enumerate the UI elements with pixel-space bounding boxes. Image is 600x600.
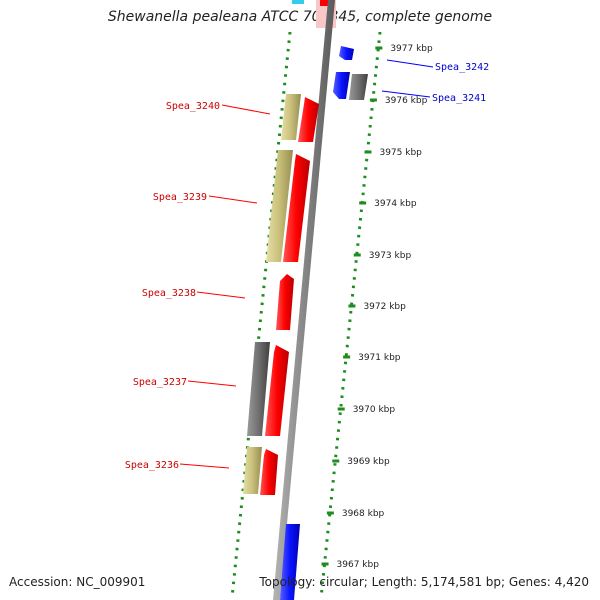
leader-spea-3242 xyxy=(386,59,434,68)
topology-text: Topology: circular; Length: 5,174,581 bp… xyxy=(259,575,589,589)
feature-khaki-1 xyxy=(281,94,301,140)
cds-spea-3242 xyxy=(339,46,354,60)
scale-tick-label: 3969 kbp xyxy=(347,457,390,467)
label-spea-3237[interactable]: Spea_3237 xyxy=(133,377,187,388)
scale-tick-label: 3972 kbp xyxy=(363,302,406,312)
scale-tick-label: 3970 kbp xyxy=(353,405,396,415)
cds-spea-3238 xyxy=(276,274,294,330)
cds-spea-3240 xyxy=(298,97,319,142)
scale-tick-label: 3973 kbp xyxy=(369,251,412,261)
genome-backbone xyxy=(273,0,335,600)
cds-spea-3236 xyxy=(260,449,278,495)
cds-spea-3237 xyxy=(265,345,289,436)
cds-spea-3241 xyxy=(333,72,350,99)
scale-tick-label: 3976 kbp xyxy=(385,96,428,106)
scale-tick-label: 3975 kbp xyxy=(379,148,422,158)
feature-grey-1 xyxy=(247,342,270,436)
outer-dotted-track xyxy=(230,31,292,599)
cds-bottom-blue xyxy=(280,524,300,600)
scale-tick-label: 3974 kbp xyxy=(374,199,417,209)
label-spea-3241[interactable]: Spea_3241 xyxy=(432,93,486,104)
accession-text: Accession: NC_009901 xyxy=(9,575,146,589)
scale-ticks: 3977 kbp 3976 kbp 3975 kbp 3974 kbp 3973 kbp… xyxy=(321,44,433,570)
cds-spea-3239 xyxy=(283,154,310,262)
leader-spea-3240 xyxy=(221,104,271,115)
feature-khaki-2 xyxy=(266,150,293,262)
leader-spea-3241 xyxy=(381,90,431,98)
scale-tick-label: 3977 kbp xyxy=(390,44,433,54)
inner-dotted-track xyxy=(319,31,382,599)
leader-spea-3239 xyxy=(208,195,258,204)
label-spea-3240[interactable]: Spea_3240 xyxy=(166,101,220,112)
top-partial-feature-cyan xyxy=(292,0,304,4)
scale-tick-label: 3971 kbp xyxy=(358,353,401,363)
leader-spea-3238 xyxy=(196,291,246,299)
label-spea-3239[interactable]: Spea_3239 xyxy=(153,192,207,203)
leader-spea-3236 xyxy=(179,463,230,469)
top-partial-feature-red xyxy=(320,0,332,6)
scale-tick-label: 3967 kbp xyxy=(337,560,380,570)
feature-grey-right xyxy=(349,74,368,100)
feature-khaki-3 xyxy=(243,447,262,494)
label-spea-3242[interactable]: Spea_3242 xyxy=(435,62,489,73)
map-title: Shewanella pealeana ATCC 700345, complet… xyxy=(107,9,493,25)
scale-tick-label: 3968 kbp xyxy=(342,509,385,519)
label-spea-3238[interactable]: Spea_3238 xyxy=(142,288,196,299)
leader-spea-3237 xyxy=(187,380,237,387)
label-spea-3236[interactable]: Spea_3236 xyxy=(125,460,179,471)
